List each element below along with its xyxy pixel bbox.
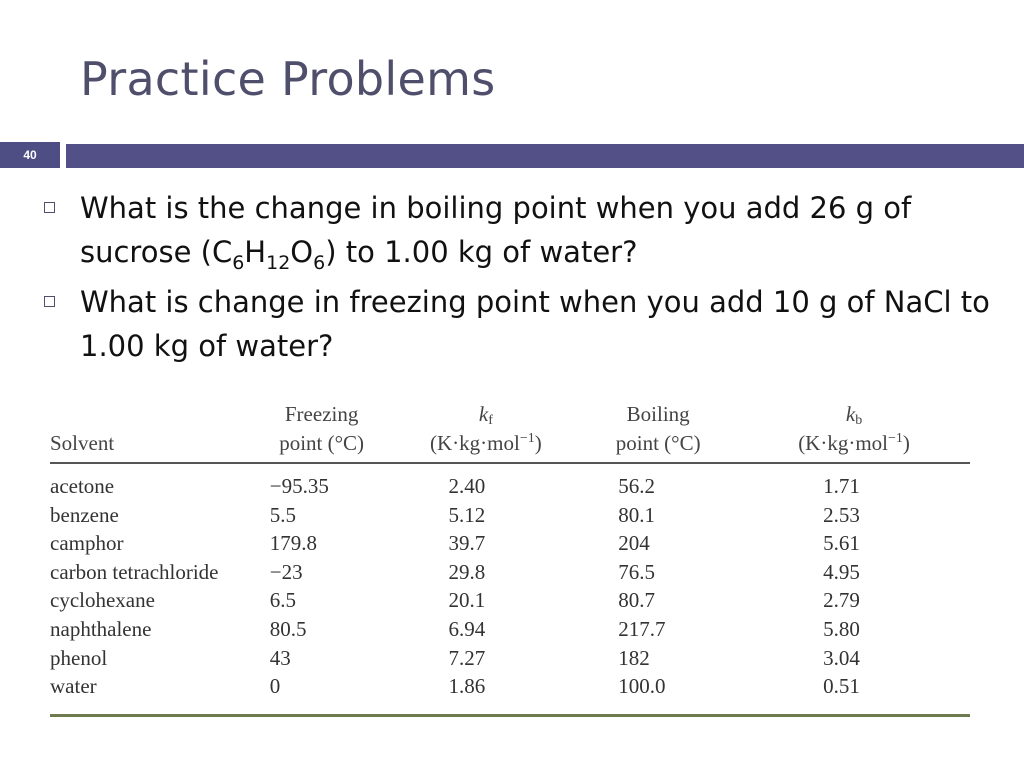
bullet-item-freezing: What is change in freezing point when yo…: [44, 280, 1004, 368]
square-bullet-icon: [44, 296, 55, 307]
table-row: camphor 179.8 39.7 204 5.61: [50, 529, 970, 558]
cell-kb: 5.61: [823, 531, 860, 556]
cell-kf: 2.40: [448, 474, 486, 498]
cell-boiling-point: 76.5: [618, 559, 655, 584]
cell-boiling-point: 80.7: [618, 588, 655, 613]
cell-solvent: acetone: [50, 474, 115, 498]
cell-kf: 5.12: [448, 502, 486, 527]
subscript: 6: [313, 252, 326, 274]
cell-solvent: benzene: [50, 502, 119, 527]
solvent-constants-table: Solvent Freezing point (°C) kf (K·kg·mol…: [50, 398, 970, 711]
table-row: benzene 5.5 5.12 80.1 2.53: [50, 501, 970, 530]
table-row: phenol 43 7.27 182 3.04: [50, 644, 970, 673]
solvent-constants-table-wrap: Solvent Freezing point (°C) kf (K·kg·mol…: [50, 398, 970, 711]
cell-freezing-point: −95.35: [269, 474, 329, 498]
cell-freezing-point: 5.5: [269, 502, 296, 527]
title-divider-bar: [66, 144, 1024, 168]
cell-freezing-point: 6.5: [269, 588, 296, 613]
bullet-text-part: O: [290, 235, 314, 269]
cell-kf: 29.8: [448, 559, 486, 584]
cell-solvent: cyclohexane: [50, 588, 155, 613]
table-row: carbon tetrachloride −23 29.8 76.5 4.95: [50, 558, 970, 587]
cell-solvent: camphor: [50, 531, 124, 556]
header-solvent: Solvent: [50, 398, 250, 464]
bullet-text-part: H: [244, 235, 267, 269]
table-header-row: Solvent Freezing point (°C) kf (K·kg·mol…: [50, 398, 970, 464]
header-boiling-point: Boiling point (°C): [578, 398, 739, 464]
cell-solvent: carbon tetrachloride: [50, 559, 219, 584]
cell-kb: 4.95: [823, 559, 860, 584]
header-kb: kb (K·kg·mol−1): [738, 398, 970, 464]
cell-kf: 1.86: [448, 674, 486, 699]
bullet-item-boiling: What is the change in boiling point when…: [44, 186, 1004, 274]
cell-boiling-point: 182: [618, 645, 650, 670]
slide-number: 40: [0, 142, 60, 168]
cell-kb: 2.79: [823, 588, 860, 613]
table-row: cyclohexane 6.5 20.1 80.7 2.79: [50, 586, 970, 615]
square-bullet-icon: [44, 202, 55, 213]
subscript: 12: [266, 252, 291, 274]
cell-kf: 20.1: [448, 588, 486, 613]
cell-freezing-point: 80.5: [269, 616, 307, 641]
cell-kb: 1.71: [823, 474, 860, 498]
bullet-text-part: What is the change in boiling point when…: [80, 191, 912, 269]
table-row: acetone −95.35 2.40 56.2 1.71: [50, 463, 970, 501]
bullet-list: What is the change in boiling point when…: [44, 186, 1004, 374]
slide-title: Practice Problems: [80, 52, 496, 106]
bullet-text: What is change in freezing point when yo…: [80, 285, 990, 363]
cell-kb: 0.51: [823, 674, 860, 699]
cell-solvent: water: [50, 674, 97, 699]
cell-solvent: naphthalene: [50, 616, 152, 641]
cell-kb: 2.53: [823, 502, 860, 527]
subscript: 6: [232, 252, 245, 274]
cell-boiling-point: 56.2: [618, 474, 655, 498]
cell-kb: 5.80: [823, 616, 860, 641]
cell-solvent: phenol: [50, 645, 108, 670]
table-bottom-rule: [50, 714, 970, 717]
cell-freezing-point: −23: [269, 559, 303, 584]
cell-freezing-point: 179.8: [269, 531, 317, 556]
cell-boiling-point: 100.0: [618, 674, 666, 699]
cell-kb: 3.04: [823, 645, 860, 670]
table-row: water 0 1.86 100.0 0.51: [50, 672, 970, 711]
cell-kf: 39.7: [448, 531, 486, 556]
bullet-text-part: ) to 1.00 kg of water?: [325, 235, 638, 269]
cell-boiling-point: 204: [618, 531, 650, 556]
cell-boiling-point: 217.7: [618, 616, 666, 641]
table-row: naphthalene 80.5 6.94 217.7 5.80: [50, 615, 970, 644]
cell-kf: 6.94: [448, 616, 486, 641]
cell-freezing-point: 43: [269, 645, 291, 670]
header-freezing-point: Freezing point (°C): [249, 398, 394, 464]
header-kf: kf (K·kg·mol−1): [393, 398, 579, 464]
cell-boiling-point: 80.1: [618, 502, 655, 527]
cell-freezing-point: 0: [269, 674, 281, 699]
cell-kf: 7.27: [448, 645, 486, 670]
